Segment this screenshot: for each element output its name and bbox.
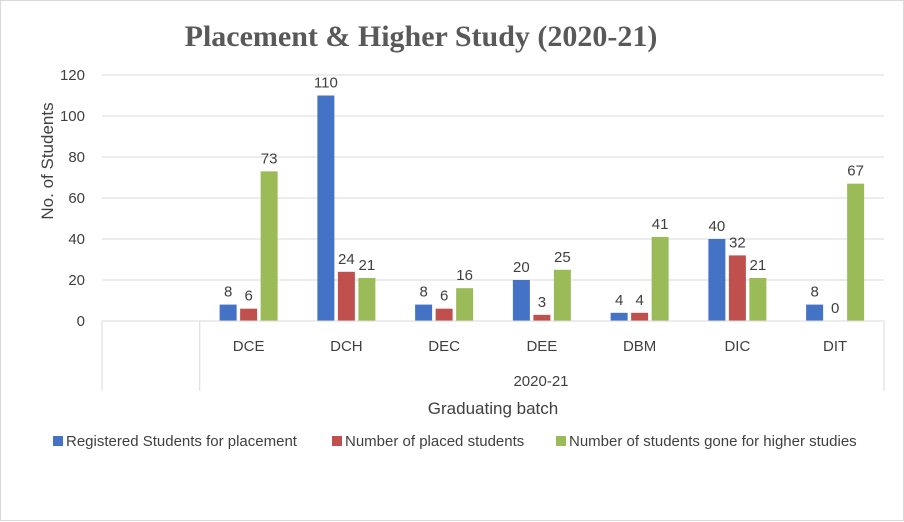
bars	[219, 95, 865, 321]
bar	[435, 308, 453, 321]
bar	[317, 95, 335, 321]
legend-label: Number of placed students	[345, 433, 524, 450]
data-label: 8	[224, 284, 232, 301]
x-tick-label: DBM	[623, 338, 656, 355]
x-tick-label: DIC	[724, 338, 750, 355]
bar	[415, 304, 433, 321]
bar	[631, 312, 649, 321]
data-label: 8	[810, 284, 818, 301]
legend-swatch	[556, 436, 566, 446]
data-label: 16	[456, 267, 473, 284]
legend-label: Registered Students for placement	[66, 433, 298, 450]
data-label: 3	[538, 294, 546, 311]
bar	[533, 314, 551, 321]
bar	[651, 236, 669, 321]
data-label: 21	[750, 257, 767, 274]
x-tick-label: DCH	[330, 338, 363, 355]
data-label: 73	[261, 150, 278, 167]
y-axis-title: No. of Students	[38, 102, 57, 219]
bar	[337, 271, 355, 321]
data-label: 41	[652, 216, 669, 233]
bar	[610, 312, 628, 321]
y-tick-label: 120	[60, 67, 85, 84]
bar	[260, 171, 278, 321]
bar	[553, 269, 571, 321]
data-label: 8	[419, 284, 427, 301]
bar	[512, 280, 530, 321]
legend-label: Number of students gone for higher studi…	[569, 433, 857, 450]
y-tick-label: 80	[68, 149, 85, 166]
data-label: 67	[847, 163, 864, 180]
bar	[456, 288, 474, 321]
bar	[240, 308, 258, 321]
data-label: 40	[709, 218, 726, 235]
x-tick-label: DCE	[233, 338, 265, 355]
bar	[358, 277, 376, 321]
data-label: 21	[359, 257, 376, 274]
data-label: 0	[831, 300, 839, 317]
x-tick-label: DEE	[526, 338, 557, 355]
y-tick-label: 60	[68, 190, 85, 207]
bar	[749, 277, 767, 321]
legend-swatch	[53, 436, 63, 446]
y-tick-label: 100	[60, 108, 85, 125]
data-label: 4	[635, 292, 643, 309]
x-tick-label: DEC	[428, 338, 460, 355]
chart-title: Placement & Higher Study (2020-21)	[185, 20, 658, 53]
y-tick-label: 20	[68, 272, 85, 289]
gridlines	[102, 74, 884, 322]
y-tick-label: 0	[77, 313, 85, 330]
data-label: 24	[338, 251, 355, 268]
data-label: 6	[244, 288, 252, 305]
group-label: 2020-21	[513, 373, 568, 390]
legend-swatch	[332, 436, 342, 446]
data-label: 32	[729, 234, 746, 251]
bar	[847, 183, 865, 321]
y-tick-label: 40	[68, 231, 85, 248]
bar	[806, 304, 824, 321]
x-axis-title: Graduating batch	[428, 399, 558, 418]
data-label: 20	[513, 259, 530, 276]
data-label: 4	[615, 292, 623, 309]
data-label: 25	[554, 249, 571, 266]
legend: Registered Students for placement Number …	[53, 433, 857, 450]
x-tick-label: DIT	[823, 338, 847, 355]
data-label: 6	[440, 288, 448, 305]
bar	[708, 239, 726, 321]
bar	[728, 255, 746, 321]
bar	[219, 304, 237, 321]
data-label: 110	[314, 75, 338, 92]
